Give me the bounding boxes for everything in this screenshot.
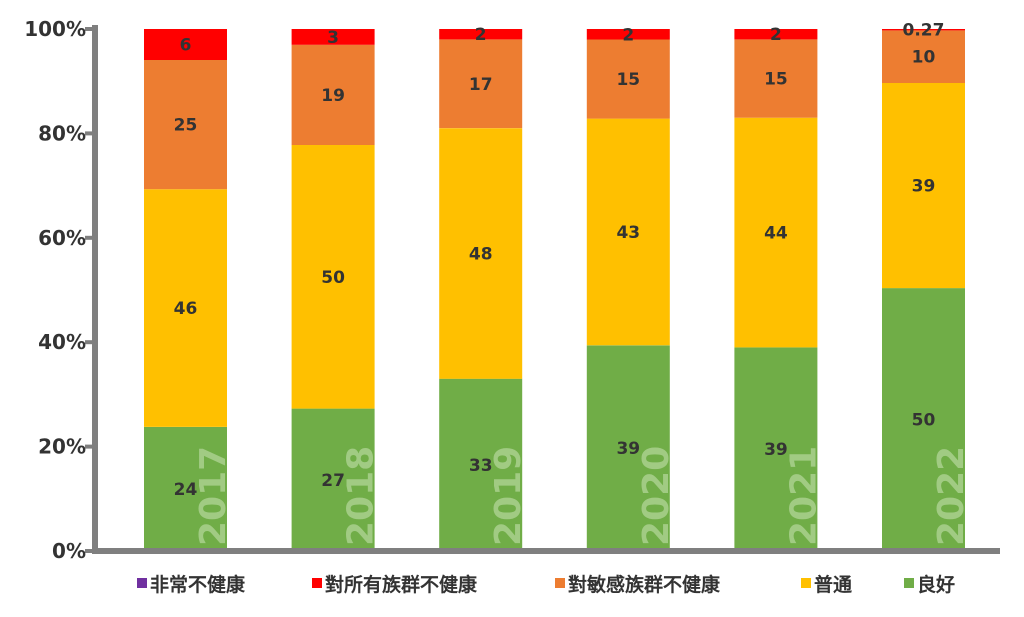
data-label: 46 — [174, 299, 198, 319]
legend-swatch — [312, 578, 322, 588]
data-label: 27 — [321, 471, 345, 491]
legend-swatch — [555, 578, 565, 588]
data-label: 2 — [622, 25, 634, 45]
bar-segment — [291, 408, 375, 551]
y-tick-label: 60% — [38, 226, 86, 250]
y-tick-label: 20% — [38, 435, 86, 459]
legend-swatch — [904, 578, 914, 588]
legend-label: 普通 — [814, 573, 853, 596]
y-tick-label: 40% — [38, 330, 86, 354]
data-label: 39 — [616, 439, 640, 459]
data-label: 15 — [616, 70, 640, 90]
y-tick-label: 0% — [52, 539, 86, 563]
year-label: 2021 — [783, 446, 824, 546]
bar-segment — [144, 427, 227, 551]
bar-segment — [291, 29, 375, 45]
data-label: 39 — [912, 177, 936, 197]
year-label: 2019 — [488, 446, 529, 546]
bar-segment — [586, 345, 670, 551]
data-label: 15 — [764, 70, 788, 90]
data-label: 48 — [469, 245, 493, 265]
y-tick-label: 80% — [38, 121, 86, 145]
bar-segment — [439, 128, 523, 379]
legend-label: 非常不健康 — [150, 573, 246, 596]
bar-segment — [144, 60, 227, 190]
data-label: 43 — [616, 223, 640, 243]
bar-segment — [882, 288, 965, 551]
data-label: 6 — [180, 36, 192, 56]
bar-segment — [144, 189, 227, 427]
bar-segment — [439, 39, 523, 129]
data-label: 39 — [764, 440, 788, 460]
bar-segment — [882, 30, 965, 83]
bar-segment — [586, 29, 670, 40]
data-label: 50 — [321, 268, 345, 288]
bar-segment — [586, 39, 670, 119]
year-label: 2020 — [636, 446, 677, 546]
bar-segment — [734, 117, 818, 348]
data-label: 19 — [321, 86, 345, 106]
bar-segment — [439, 29, 523, 40]
bar-segment — [144, 29, 227, 60]
legend-swatch — [801, 578, 811, 588]
data-label: 0.27 — [903, 21, 945, 41]
year-label: 2018 — [341, 446, 382, 546]
legend-label: 對敏感族群不健康 — [568, 573, 721, 596]
bar-segment — [734, 39, 818, 118]
data-label: 17 — [469, 75, 493, 95]
data-label: 3 — [327, 28, 339, 48]
bar-segment — [291, 145, 375, 409]
data-label: 33 — [469, 456, 493, 476]
data-label: 25 — [174, 116, 198, 136]
year-label: 2017 — [193, 446, 234, 546]
bar-segment — [291, 44, 375, 145]
bar-segment — [439, 378, 523, 551]
bar-segment — [882, 83, 965, 289]
legend-label: 對所有族群不健康 — [325, 573, 478, 596]
bar-segment — [586, 118, 670, 346]
data-label: 10 — [912, 48, 936, 68]
bar-segment — [734, 29, 818, 40]
year-label: 2022 — [931, 446, 972, 546]
legend-swatch — [137, 578, 147, 588]
data-label: 2 — [770, 25, 782, 45]
bar-segment — [734, 347, 818, 551]
legend-label: 良好 — [917, 573, 955, 596]
bar-segment — [882, 29, 965, 31]
data-label: 24 — [174, 480, 198, 500]
data-label: 50 — [912, 411, 936, 431]
y-tick-label: 100% — [24, 17, 86, 41]
data-label: 44 — [764, 224, 788, 244]
data-label: 2 — [475, 25, 487, 45]
